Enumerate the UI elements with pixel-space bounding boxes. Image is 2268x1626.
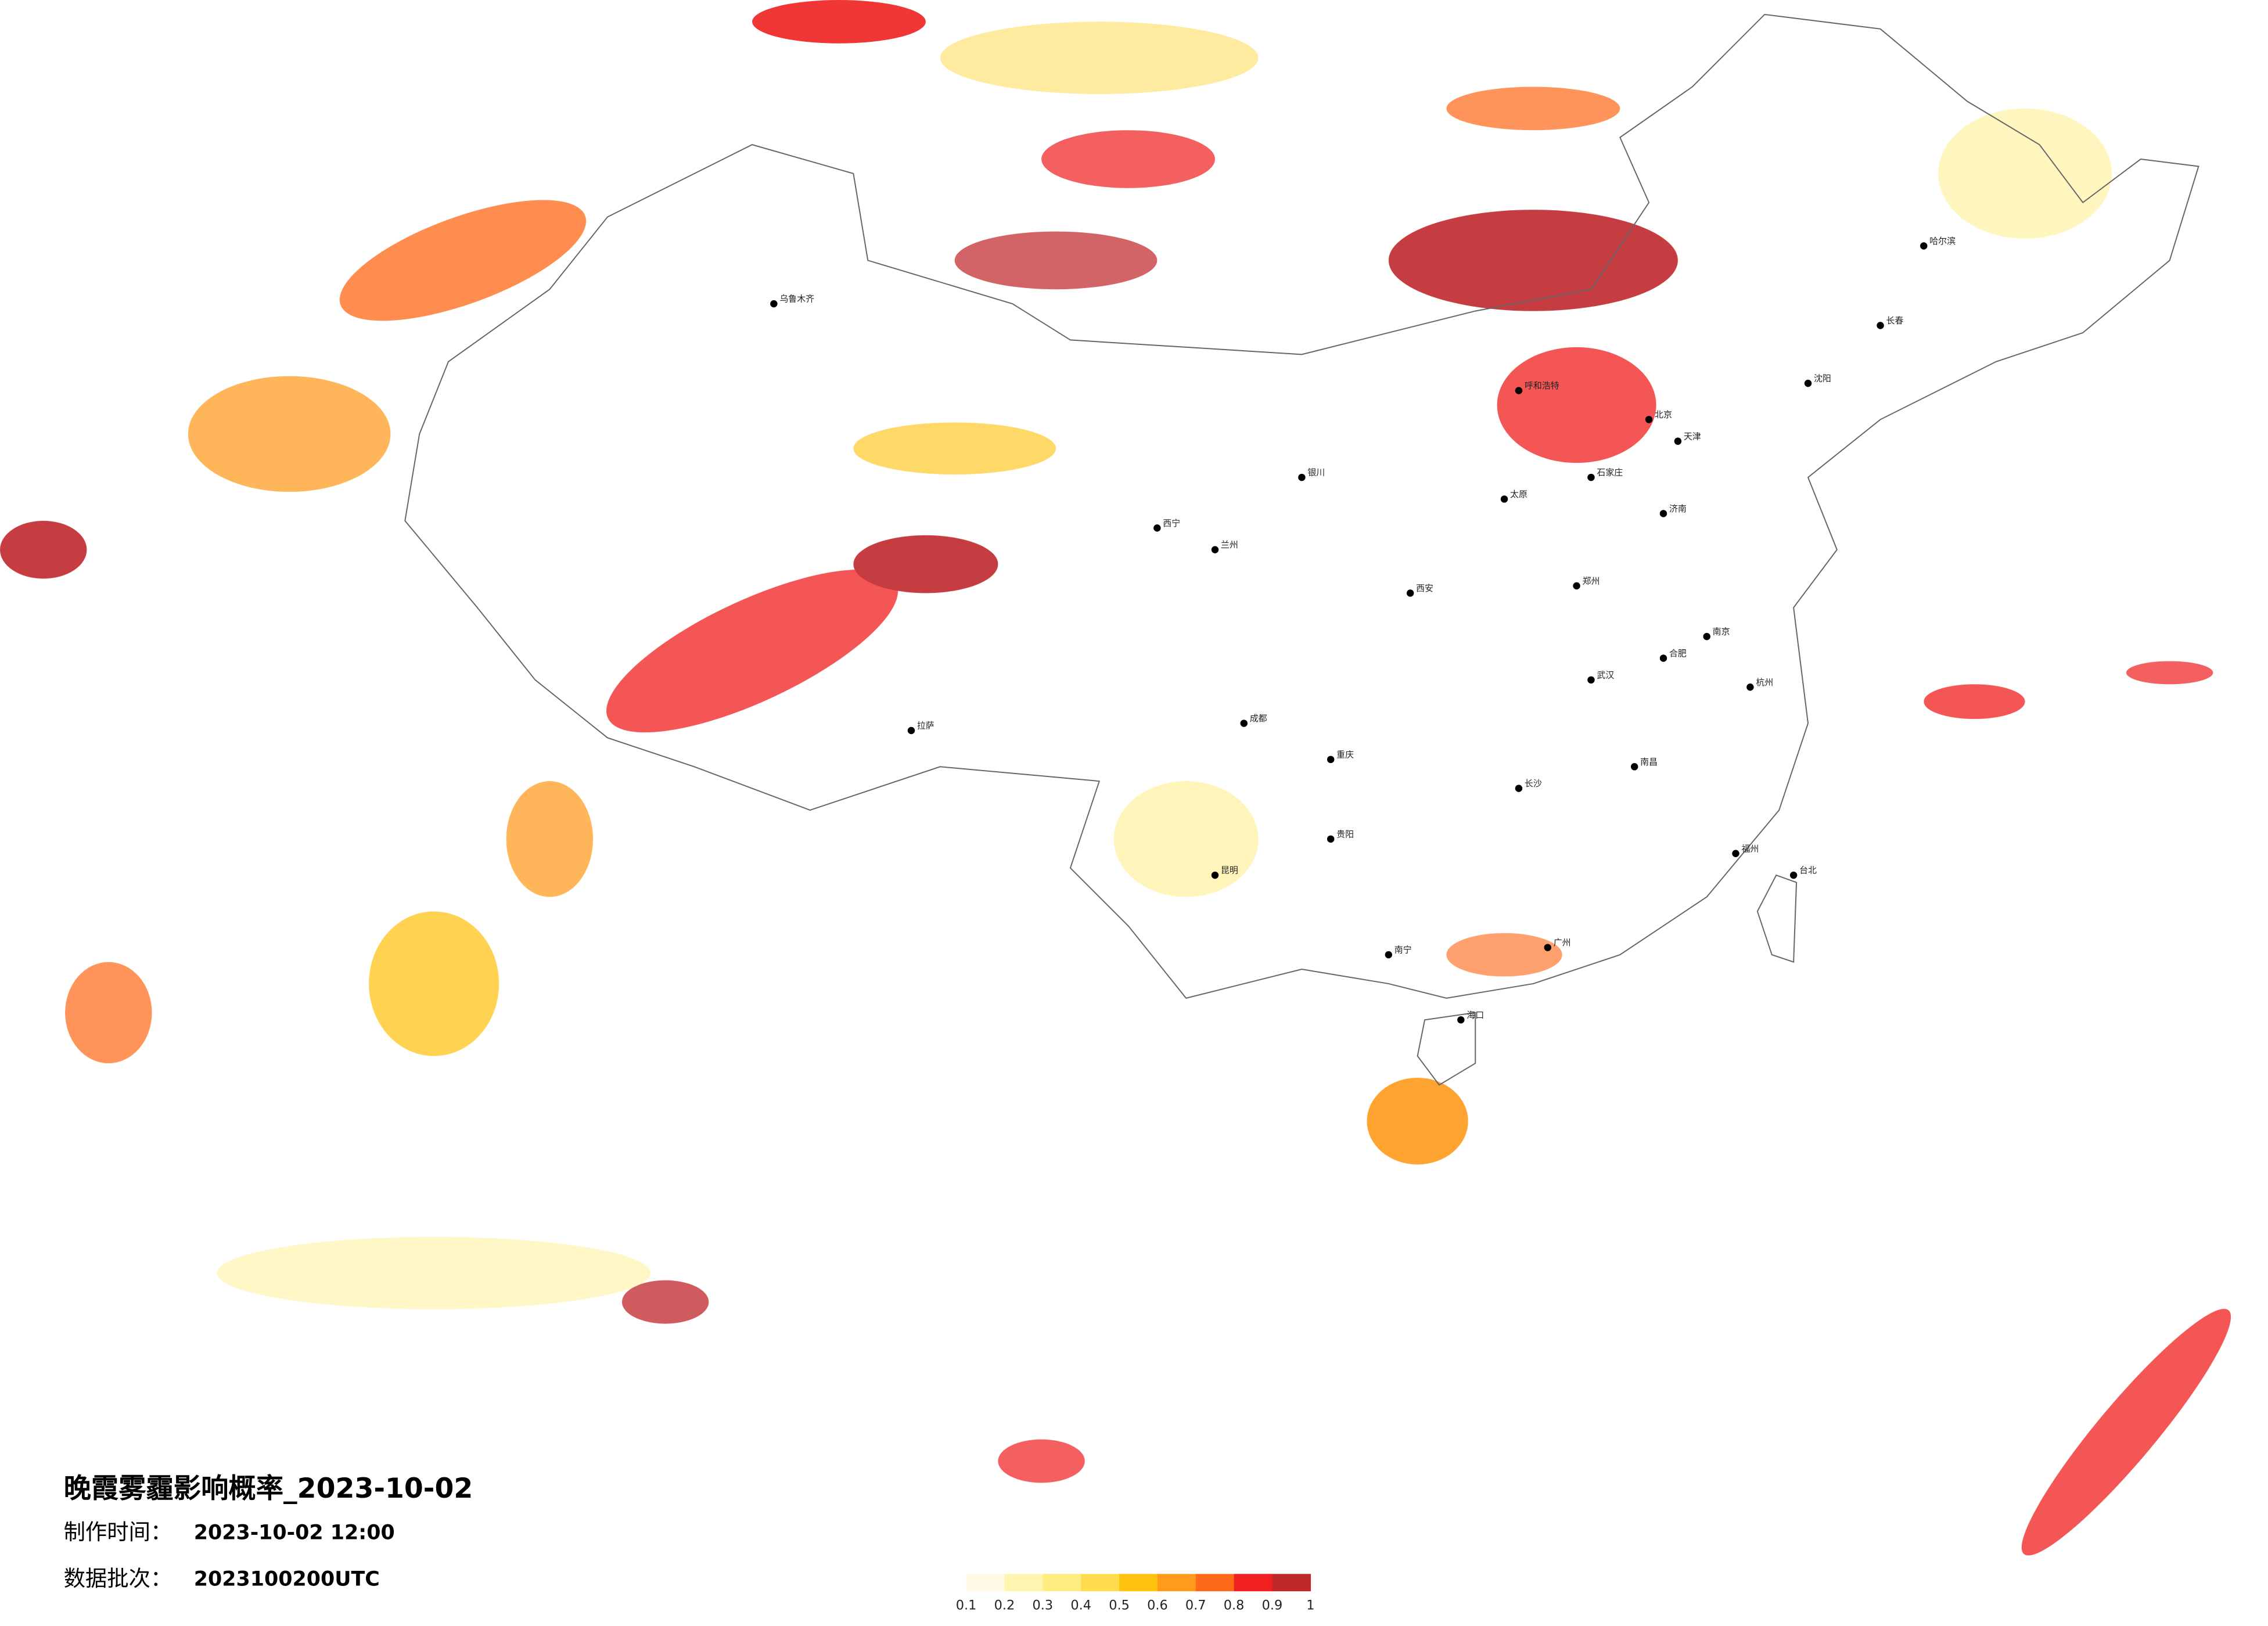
city-dot [1240, 720, 1248, 727]
batch-value: 2023100200UTC [194, 1567, 380, 1591]
city-label: 西宁 [1163, 518, 1180, 528]
city-label: 长春 [1886, 315, 1904, 326]
colorbar-tick-label: 0.9 [1262, 1598, 1283, 1613]
city-label: 乌鲁木齐 [779, 294, 814, 304]
city-label: 太原 [1510, 489, 1527, 499]
city-dot [1153, 524, 1161, 532]
city-dot [1406, 589, 1414, 597]
city-dot [1659, 510, 1667, 517]
city-label: 济南 [1669, 503, 1687, 514]
city-dot [1573, 582, 1580, 590]
city-dot [907, 726, 915, 735]
city-label: 重庆 [1336, 749, 1354, 760]
city-dot [1298, 473, 1306, 481]
city-label: 哈尔滨 [1929, 236, 1956, 246]
city-label: 成都 [1250, 713, 1267, 724]
colorbar-tick-label: 0.4 [1070, 1598, 1091, 1613]
city-dot [1327, 835, 1335, 843]
city-label: 拉萨 [917, 721, 934, 731]
island-border [1417, 874, 1798, 1086]
city-dot [1645, 416, 1653, 423]
city-dot [770, 300, 778, 308]
city-label: 合肥 [1669, 648, 1687, 659]
city-label: 郑州 [1583, 575, 1600, 586]
city-dot [1732, 850, 1739, 857]
city-dot [1703, 632, 1710, 641]
colorbar-swatch [1081, 1574, 1120, 1592]
city-dot [1457, 1016, 1465, 1024]
city-dot [1515, 387, 1523, 394]
city-label: 石家庄 [1597, 467, 1623, 478]
city-dot [1659, 654, 1667, 662]
city-label: 杭州 [1756, 677, 1773, 688]
batch-label: 数据批次： [64, 1566, 172, 1591]
city-dot [1674, 437, 1682, 445]
colorbar-tick-label: 0.3 [1033, 1598, 1054, 1613]
city-label: 沈阳 [1814, 373, 1831, 384]
city-label: 兰州 [1221, 539, 1238, 550]
city-label: 昆明 [1221, 865, 1238, 876]
city-dot [1211, 871, 1219, 879]
city-dot [1327, 756, 1335, 764]
city-dot [1385, 951, 1393, 959]
colorbar-tick-label: 0.1 [956, 1598, 977, 1613]
made-value: 2023-10-02 12:00 [194, 1521, 395, 1545]
colorbar-tick-label: 1 [1306, 1598, 1314, 1613]
city-dot [1211, 546, 1219, 553]
colorbar-swatch [1157, 1574, 1196, 1592]
title: 晚霞雾霾影响概率_2023-10-02 [64, 1473, 473, 1505]
city-label: 南宁 [1394, 945, 1412, 955]
city-label: 福州 [1741, 843, 1759, 854]
city-label: 长沙 [1525, 778, 1542, 789]
city-label: 南京 [1713, 627, 1730, 637]
made-label: 制作时间： [64, 1519, 172, 1545]
city-dot [1515, 785, 1523, 792]
colorbar-swatch [1195, 1574, 1235, 1592]
colorbar-tick-label: 0.6 [1147, 1598, 1168, 1613]
country-border [404, 13, 2199, 999]
city-dot [1877, 322, 1884, 329]
city-dot [1746, 684, 1754, 691]
city-label: 南昌 [1640, 757, 1658, 767]
city-label: 武汉 [1597, 670, 1614, 680]
city-dot [1630, 763, 1638, 771]
colorbar: 0.1 0.2 0.3 0.4 0.5 0.6 0.7 0.8 0.9 1 [956, 1574, 1314, 1613]
city-label: 西安 [1416, 583, 1433, 593]
city-label: 北京 [1655, 409, 1672, 420]
city-label: 海口 [1467, 1010, 1484, 1020]
colorbar-swatch [1234, 1574, 1273, 1592]
city-dot [1804, 379, 1812, 387]
colorbar-tick-label: 0.5 [1109, 1598, 1130, 1613]
colorbar-tick-label: 0.8 [1224, 1598, 1245, 1613]
city-label: 银川 [1307, 467, 1325, 478]
city-dot [1587, 676, 1595, 684]
city-label: 呼和浩特 [1525, 380, 1559, 391]
city-dot [1789, 871, 1798, 879]
city-dot [1500, 495, 1508, 503]
colorbar-swatch [1272, 1574, 1311, 1592]
city-dot [1587, 473, 1595, 481]
haze-field [0, 0, 2231, 1556]
colorbar-swatch [1004, 1574, 1044, 1592]
colorbar-swatch [1043, 1574, 1081, 1592]
colorbar-tick-label: 0.7 [1185, 1598, 1206, 1613]
city-label: 广州 [1554, 937, 1571, 948]
city-dot [1920, 242, 1928, 250]
city-label: 台北 [1799, 865, 1817, 876]
colorbar-tick-label: 0.2 [994, 1598, 1015, 1613]
colorbar-swatch [966, 1574, 1005, 1592]
colorbar-swatch [1119, 1574, 1158, 1592]
city-label: 天津 [1684, 431, 1701, 441]
city-dot [1544, 944, 1551, 951]
city-label: 贵阳 [1336, 829, 1354, 839]
